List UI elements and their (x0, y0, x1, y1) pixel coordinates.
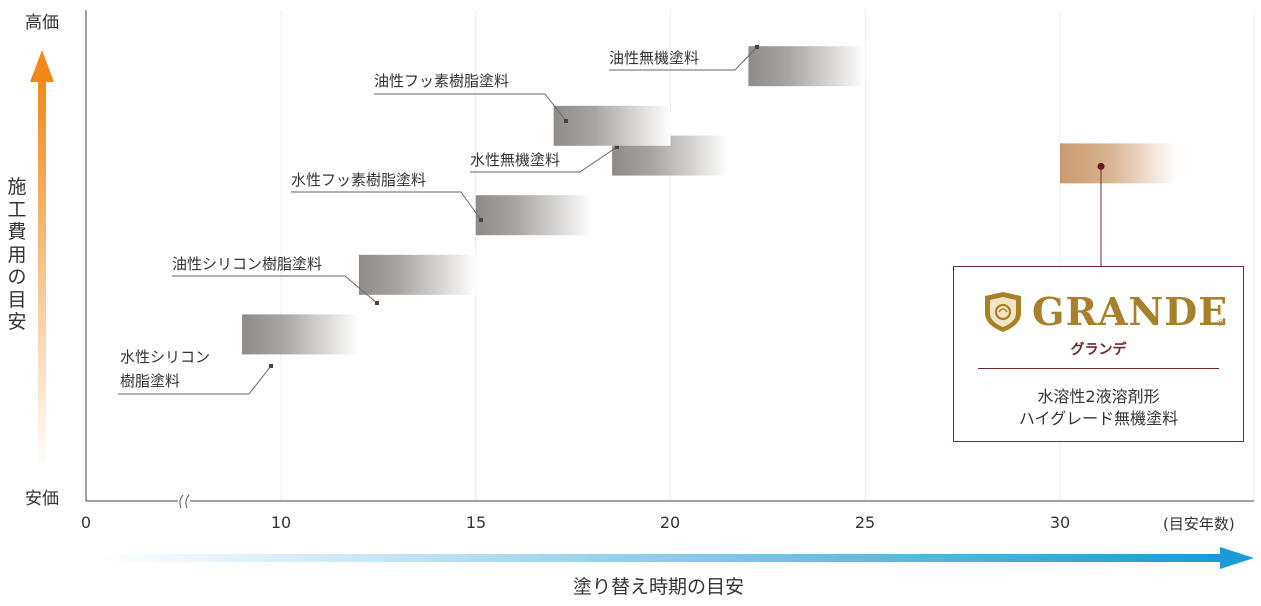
grande-callout-box: GRANDE ® グランデ 水溶性2液溶剤形 ハイグレード無機塗料 (953, 266, 1244, 442)
bar-label-line: 樹脂塗料 (120, 372, 181, 390)
x-axis-title: 塗り替え時期の目安 (573, 576, 745, 598)
grande-range-bar (1060, 143, 1177, 184)
bar-label-water-fluorine: 水性フッ素樹脂塗料 (291, 171, 427, 189)
x-tick-label: 20 (659, 513, 681, 532)
vertical-arrow-shaft (38, 80, 46, 468)
x-tick-label: 25 (854, 513, 876, 532)
leader-line (470, 146, 618, 173)
grande-katakana: グランデ (1070, 342, 1127, 358)
y-axis-low-label: 安価 (25, 489, 59, 509)
bar-label-water-inorganic: 水性無機塗料 (470, 151, 561, 169)
y-axis-title: 施工費用の目安 (7, 176, 27, 333)
leader-dot (479, 218, 483, 222)
range-bar (358, 254, 476, 295)
leader-dot (615, 145, 619, 149)
leader-line (291, 191, 482, 221)
leader-line (609, 46, 758, 71)
axis-break (178, 494, 190, 509)
vertical-arrow-head (30, 50, 54, 82)
shield-crest-icon (985, 292, 1021, 332)
registered-mark: ® (1216, 319, 1225, 329)
grande-description-line2: ハイグレード無機塗料 (1018, 409, 1179, 428)
bar-label-oil-fluorine: 油性フッ素樹脂塗料 (374, 72, 510, 90)
leader-line (374, 93, 567, 122)
x-tick-label: 30 (1049, 513, 1071, 532)
divider (978, 368, 1219, 369)
leader-dot (564, 119, 568, 123)
bar-label-line: 水性シリコン (120, 348, 211, 366)
x-tick-label: 10 (270, 513, 292, 532)
leader-line (172, 275, 378, 304)
range-bar (748, 46, 866, 87)
grande-description-line1: 水溶性2液溶剤形 (1037, 387, 1160, 406)
leader-dot (755, 45, 759, 49)
leader-line (118, 365, 272, 395)
bar-label-oil-silicone: 油性シリコン樹脂塗料 (172, 255, 323, 273)
leader-dot (375, 301, 379, 305)
range-bar (475, 195, 593, 236)
horizontal-arrow-shaft (95, 554, 1225, 562)
bars-group (118, 45, 1177, 395)
leader-dot (269, 364, 273, 368)
bar-label-water-silicone: 水性シリコン 樹脂塗料 (120, 345, 210, 393)
y-axis-high-label: 高価 (25, 13, 59, 33)
x-tick-label: 0 (80, 513, 92, 532)
range-bar (242, 314, 359, 355)
bar-label-oil-inorganic: 油性無機塗料 (609, 49, 700, 67)
range-bar (553, 105, 671, 146)
x-axis-unit: (目安年数) (1163, 515, 1235, 533)
grande-logo: GRANDE (1032, 289, 1229, 334)
x-tick-label: 15 (465, 513, 487, 532)
horizontal-arrow-head (1220, 547, 1254, 569)
